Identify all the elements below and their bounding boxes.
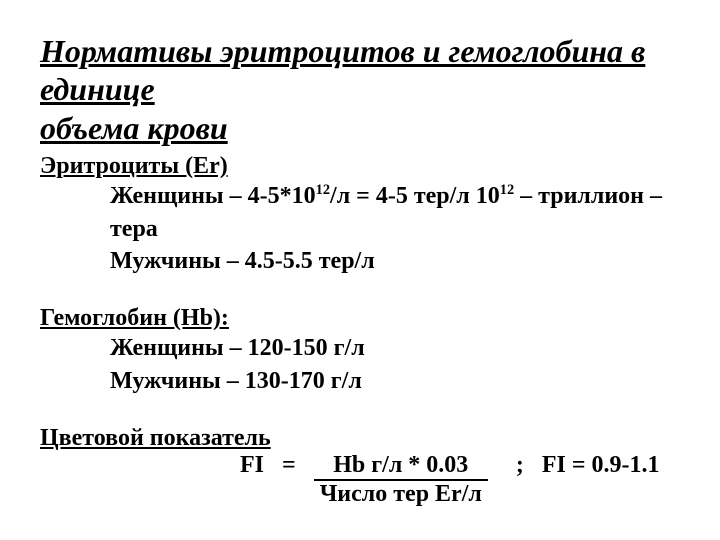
erythrocytes-header: Эритроциты (Er) (40, 153, 680, 180)
color-index-header: Цветовой показатель (40, 425, 680, 452)
fi-range: ; FI = 0.9-1.1 (516, 452, 660, 479)
fi-denominator: Число тер Er/л (314, 481, 488, 508)
er-women-mid: /л = 4-5 тер/л 10 (330, 183, 500, 209)
fi-numerator: Hb г/л * 0.03 (314, 452, 488, 481)
color-index-formula: FI = Hb г/л * 0.03 Число тер Er/л ; FI =… (240, 452, 680, 508)
er-women-sup: 12 (316, 182, 330, 198)
hemoglobin-header: Гемоглобин (Hb): (40, 305, 680, 332)
fi-fraction: Hb г/л * 0.03 Число тер Er/л (314, 452, 488, 508)
fi-equals: FI = (240, 452, 314, 479)
title: Нормативы эритроцитов и гемоглобина в ед… (40, 32, 680, 147)
er-women-prefix: Женщины – 4-5*10 (110, 183, 316, 209)
hemoglobin-men: Мужчины – 130-170 г/л (110, 365, 680, 397)
title-line1: Нормативы эритроцитов и гемоглобина в ед… (40, 33, 645, 107)
erythrocytes-men: Мужчины – 4.5-5.5 тер/л (110, 245, 680, 277)
er-women-sup2: 12 (500, 182, 514, 198)
hemoglobin-women: Женщины – 120-150 г/л (110, 332, 680, 364)
title-line2: объема крови (40, 110, 228, 146)
erythrocytes-women: Женщины – 4-5*1012/л = 4-5 тер/л 1012 – … (110, 180, 680, 245)
